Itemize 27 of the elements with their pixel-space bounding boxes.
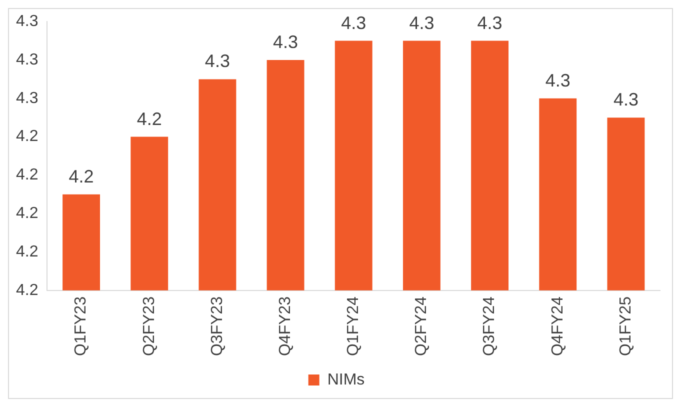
x-tick-label: Q4FY23 [276,296,294,356]
legend-label: NIMs [327,371,365,388]
x-tick-label: Q2FY24 [413,296,430,356]
y-tick-label: 4.2 [16,243,38,260]
x-tick-label: Q3FY23 [208,296,226,356]
y-tick-label: 4.2 [16,205,38,222]
data-label: 4.3 [613,90,638,110]
y-tick-label: 4.3 [16,51,38,68]
data-label: 4.3 [409,12,434,33]
x-tick-label: Q1FY23 [72,296,90,356]
data-label: 4.3 [204,51,230,72]
x-tick-label: Q1FY24 [345,296,362,356]
y-tick-label: 4.3 [16,90,38,107]
y-tick-label: 4.2 [16,128,38,146]
data-label: 4.3 [273,32,298,52]
data-label: 4.3 [477,12,502,33]
x-tick-label: Q2FY23 [140,296,158,356]
x-tick-label: Q3FY24 [481,296,498,356]
y-tick-label: 4.3 [16,13,38,30]
data-label: 4.2 [136,108,162,129]
data-label: 4.3 [545,70,570,90]
data-label: 4.3 [341,12,366,33]
x-tick-label: Q4FY24 [549,296,566,356]
x-tick-label: Q1FY25 [617,296,634,356]
data-label: 4.2 [68,166,94,186]
y-tick-label: 4.2 [16,166,38,184]
y-tick-label: 4.2 [16,282,38,299]
